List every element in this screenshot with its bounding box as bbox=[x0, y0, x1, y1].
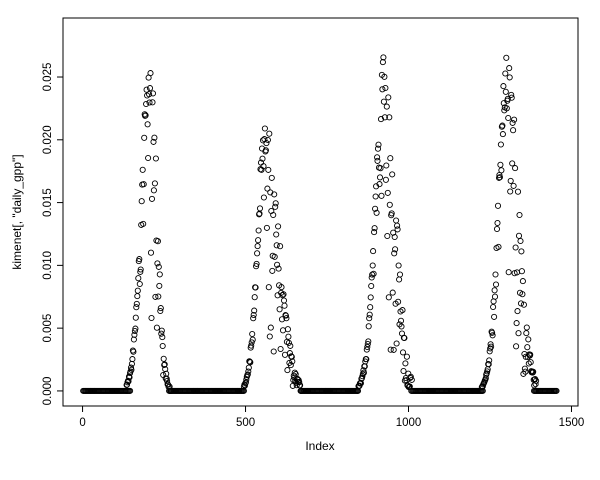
x-tick-label: 500 bbox=[236, 417, 255, 429]
x-tick-label: 1500 bbox=[559, 417, 585, 429]
data-points bbox=[80, 54, 560, 394]
y-tick-label: 0.005 bbox=[42, 314, 54, 343]
x-tick-label: 1000 bbox=[396, 417, 422, 429]
y-tick-label: 0.025 bbox=[42, 63, 54, 92]
y-tick-label: 0.010 bbox=[42, 251, 54, 280]
x-tick-label: 0 bbox=[79, 417, 85, 429]
y-axis-label: kimenet[, "daily_gpp"] bbox=[10, 154, 24, 270]
y-tick-label: 0.000 bbox=[42, 377, 54, 406]
y-tick-label: 0.015 bbox=[42, 188, 54, 217]
x-axis-label: Index bbox=[305, 439, 335, 453]
y-tick-label: 0.020 bbox=[42, 125, 54, 154]
